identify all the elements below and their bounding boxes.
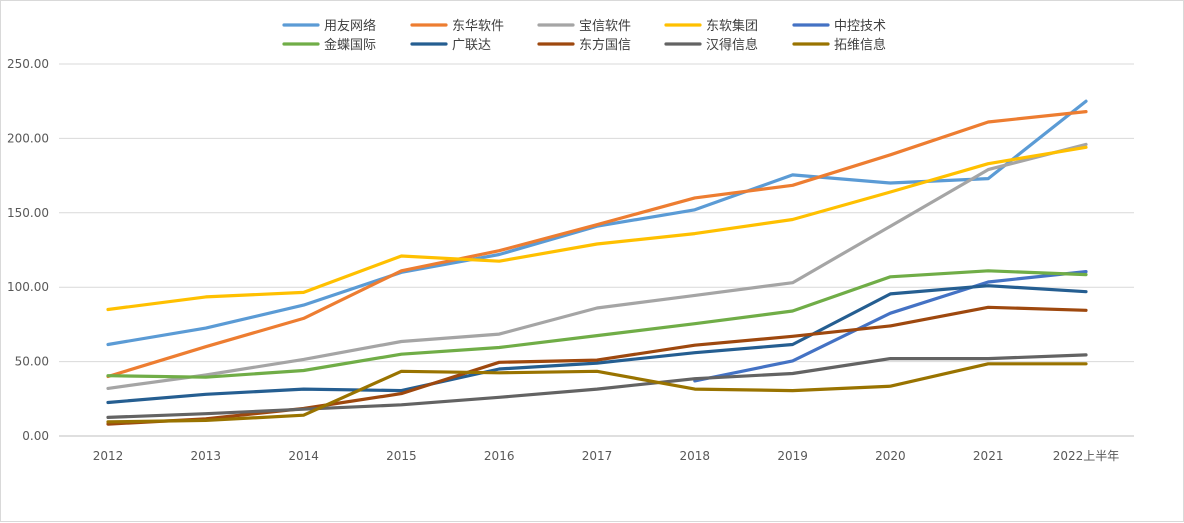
y-tick-label: 200.00 <box>7 131 49 145</box>
x-tick-label: 2018 <box>680 449 711 463</box>
legend-label: 东华软件 <box>452 19 504 34</box>
series-line <box>106 284 1088 405</box>
x-tick-label: 2012 <box>93 449 124 463</box>
legend-label: 中控技术 <box>834 19 886 34</box>
x-tick-label: 2016 <box>484 449 515 463</box>
y-tick-label: 150.00 <box>7 206 49 220</box>
x-tick-label: 2015 <box>386 449 417 463</box>
series-lines <box>106 99 1088 426</box>
series-line <box>106 353 1088 419</box>
series-line <box>106 145 1088 312</box>
series-line <box>106 269 1088 379</box>
series-line <box>106 142 1088 390</box>
x-tick-label: 2013 <box>191 449 222 463</box>
legend-label: 宝信软件 <box>579 19 631 34</box>
x-tick-label: 2021 <box>973 449 1004 463</box>
x-tick-label: 2020 <box>875 449 906 463</box>
legend-label: 广联达 <box>452 38 491 53</box>
legend-label: 用友网络 <box>324 18 376 34</box>
legend-label: 拓维信息 <box>834 37 886 53</box>
x-tick-label: 2019 <box>777 449 808 463</box>
y-tick-label: 0.00 <box>22 429 49 443</box>
y-axis-ticks: 0.00 50.00 100.00 150.00 200.00 250.00 <box>7 57 49 443</box>
y-tick-label: 100.00 <box>7 280 49 294</box>
y-tick-label: 50.00 <box>15 355 49 369</box>
x-axis-ticks: 2012 2013 2014 2015 2016 2017 2018 2019 2020 2021… <box>93 449 1120 463</box>
series-line <box>693 270 1088 383</box>
legend-label: 东软集团 <box>706 18 758 34</box>
gridlines <box>59 63 1134 437</box>
legend-label: 汉得信息 <box>706 37 758 53</box>
x-tick-label: 2022上半年 <box>1053 449 1120 463</box>
x-tick-label: 2017 <box>582 449 613 463</box>
y-tick-label: 250.00 <box>7 57 49 71</box>
legend-label: 金蝶国际 <box>324 37 376 53</box>
series-line <box>106 362 1088 424</box>
series-line <box>106 110 1088 379</box>
x-tick-label: 2014 <box>288 449 319 463</box>
legend-label: 东方国信 <box>579 37 631 53</box>
